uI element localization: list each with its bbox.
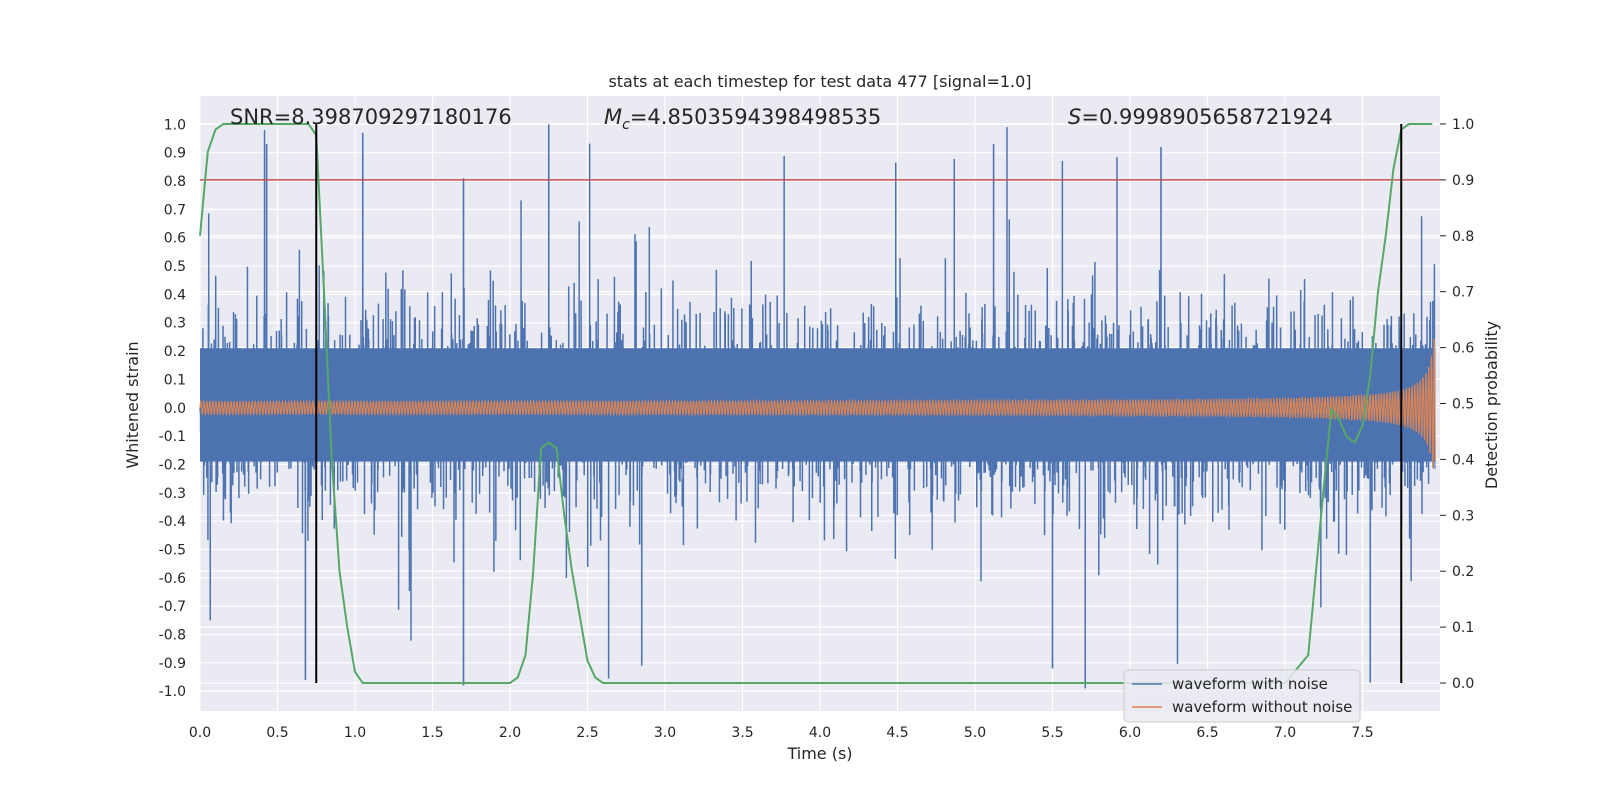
y-tick-label: -1.0 (159, 684, 186, 700)
y-tick-label: -0.7 (159, 599, 186, 615)
x-tick-label: 0.0 (189, 725, 211, 741)
vertical-markers (315, 123, 1403, 684)
y-tick-label: 0.9 (164, 146, 186, 162)
y2-tick-label: 0.6 (1452, 341, 1474, 357)
s-value: =0.9998905658721924 (1081, 105, 1332, 129)
chirp-mass-annotation: Mc=4.8503594398498535 (604, 105, 881, 133)
y-tick-label: -0.5 (159, 542, 186, 558)
x-tick-label: 0.5 (266, 725, 288, 741)
x-tick-label: 5.0 (964, 725, 986, 741)
y-tick-label: 0.8 (164, 174, 186, 190)
x-axis-label: Time (s) (786, 744, 852, 763)
chirp-mass-value: =4.8503594398498535 (630, 105, 881, 129)
y2-tick-label: 0.0 (1452, 676, 1474, 692)
series-waveform-without-noise (199, 338, 1436, 468)
x-tick-label: 1.0 (344, 725, 366, 741)
x-tick-label: 2.0 (499, 725, 521, 741)
x-tick-label: 2.5 (576, 725, 598, 741)
y2-tick-label: 0.4 (1452, 452, 1474, 468)
y2-tick-label: 1.0 (1452, 117, 1474, 133)
legend: waveform with noise waveform without noi… (1123, 669, 1361, 723)
chirp-mass-subscript: c (622, 117, 630, 133)
y-tick-label: 0.4 (164, 287, 186, 303)
chirp-mass-symbol: M (604, 105, 622, 129)
y-tick-label: -0.1 (159, 429, 186, 445)
y-tick-label: 1.0 (164, 117, 186, 133)
y-tick-label: -0.6 (159, 571, 186, 587)
x-tick-label: 4.5 (886, 725, 908, 741)
y-tick-label: -0.8 (159, 627, 186, 643)
legend-label-noise: waveform with noise (1172, 675, 1328, 693)
y2-axis-ticks: 0.0 0.1 0.2 0.3 0.4 0.5 0.6 0.7 0.8 0.9 1.0 (1440, 117, 1474, 692)
y-tick-label: 0.0 (164, 401, 186, 417)
x-tick-label: 7.5 (1351, 725, 1373, 741)
y-tick-label: -0.4 (159, 514, 186, 530)
y-tick-label: 0.1 (164, 372, 186, 388)
y-tick-label: 0.3 (164, 316, 186, 332)
y2-tick-label: 0.5 (1452, 397, 1474, 413)
x-tick-label: 3.5 (731, 725, 753, 741)
y-tick-label: 0.2 (164, 344, 186, 360)
y-axis-ticks: -1.0 -0.9 -0.8 -0.7 -0.6 -0.5 -0.4 -0.3 -0.2 -0.1… (159, 117, 186, 700)
y2-tick-label: 0.1 (1452, 620, 1474, 636)
y-axis-label: Whitened strain (123, 341, 142, 468)
series-detection-probability (199, 122, 1433, 685)
y2-tick-label: 0.2 (1452, 564, 1474, 580)
s-symbol: S (1068, 105, 1081, 129)
x-tick-label: 1.5 (421, 725, 443, 741)
snr-annotation: SNR=8.398709297180176 (230, 105, 512, 129)
x-tick-label: 4.0 (809, 725, 831, 741)
s-annotation: S=0.9998905658721924 (1068, 105, 1333, 129)
legend-box (1123, 669, 1361, 723)
y-tick-label: 0.6 (164, 231, 186, 247)
y2-axis-label: Detection probability (1482, 321, 1501, 489)
y2-tick-label: 0.7 (1452, 285, 1474, 301)
clean-waveform-path (199, 338, 1436, 468)
x-tick-label: 6.5 (1196, 725, 1218, 741)
x-axis-ticks: 0.0 0.5 1.0 1.5 2.0 2.5 3.0 3.5 4.0 4.5 5.0 5.5 6.0 6… (189, 725, 1374, 741)
y-tick-label: -0.3 (159, 486, 186, 502)
y-tick-label: -0.2 (159, 457, 186, 473)
y-tick-label: 0.5 (164, 259, 186, 275)
y-tick-label: 0.7 (164, 202, 186, 218)
y2-tick-label: 0.8 (1452, 229, 1474, 245)
y2-tick-label: 0.9 (1452, 173, 1474, 189)
x-tick-label: 5.5 (1041, 725, 1063, 741)
detection-probability-path (199, 122, 1433, 685)
x-tick-label: 3.0 (654, 725, 676, 741)
x-tick-label: 6.0 (1119, 725, 1141, 741)
y2-tick-label: 0.3 (1452, 508, 1474, 524)
y-tick-label: -0.9 (159, 656, 186, 672)
x-tick-label: 7.0 (1274, 725, 1296, 741)
chart-title: stats at each timestep for test data 477… (608, 72, 1031, 91)
legend-label-clean: waveform without noise (1172, 698, 1352, 716)
